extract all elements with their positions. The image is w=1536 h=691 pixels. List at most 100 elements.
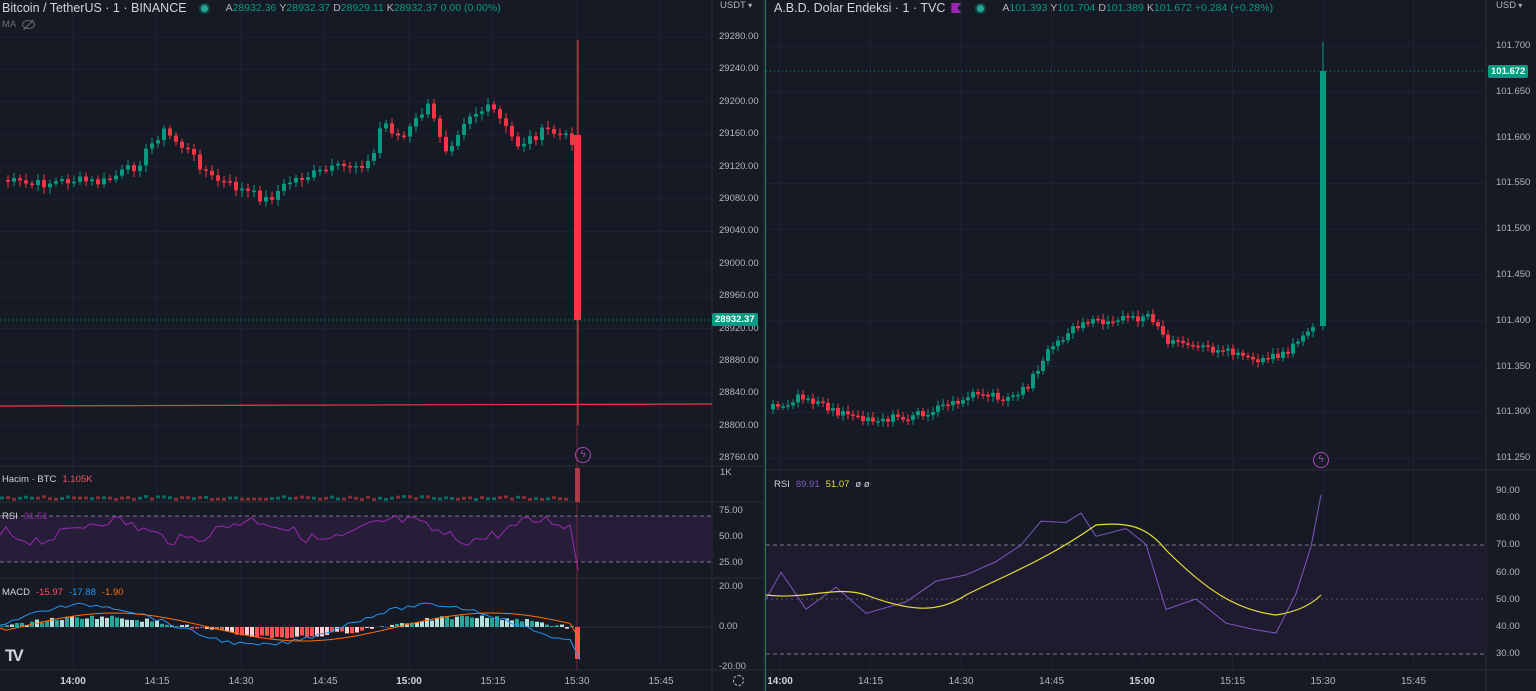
macd-histogram-bar <box>455 616 459 627</box>
candle-body <box>871 417 875 422</box>
eye-off-icon[interactable] <box>22 20 36 29</box>
candle-body <box>1116 320 1120 322</box>
flag-icon[interactable] <box>951 3 962 13</box>
candle-body <box>540 127 544 141</box>
volume-bar <box>456 497 460 501</box>
candle-body <box>288 182 292 185</box>
volume-bar <box>150 497 154 501</box>
candle-body <box>1176 340 1180 342</box>
macd-histogram-bar <box>65 616 69 627</box>
rsi-axis-tick: 75.00 <box>719 505 743 516</box>
macd-histogram-bar <box>325 627 329 635</box>
volume-bar <box>228 496 232 500</box>
candle-body <box>776 404 780 407</box>
price-axis-tick: 29120.00 <box>719 160 759 172</box>
candle-body <box>1161 326 1165 335</box>
candle-body <box>402 135 406 138</box>
rsi-axis-tick: 80.00 <box>1496 512 1520 524</box>
volume-bar <box>432 496 436 500</box>
ma-indicator-label[interactable]: MA <box>2 19 36 30</box>
candle-body <box>1091 318 1095 324</box>
macd-signal-line <box>0 612 581 642</box>
price-axis-tick: 101.700 <box>1496 40 1531 51</box>
candle-body <box>360 165 364 169</box>
volume-bar <box>498 496 502 500</box>
rsi-axis-tick: 60.00 <box>1496 566 1520 578</box>
candle-body <box>1141 316 1145 322</box>
candle-body <box>1211 346 1215 353</box>
volume-bar <box>258 497 262 501</box>
panel-divider[interactable] <box>763 0 766 691</box>
volume-bar <box>96 496 100 500</box>
btc-symbol-title[interactable]: Bitcoin / TetherUS · 1 · BINANCE <box>2 1 187 15</box>
volume-bar <box>318 497 322 501</box>
lightning-event-icon[interactable]: ϟ <box>1313 452 1329 468</box>
ohlc-value: 28932.36 <box>232 2 277 14</box>
dxy-rsi-label[interactable]: RSI 89.91 51.07 ø ø <box>774 479 870 490</box>
time-axis-tick: 15:00 <box>396 676 422 687</box>
volume-bar <box>132 497 136 501</box>
candle-body <box>574 135 581 320</box>
macd-histogram-bar <box>185 624 189 627</box>
candle-body <box>1001 399 1005 402</box>
volume-bar <box>180 496 184 500</box>
volume-bar <box>264 497 268 501</box>
price-axis-tick: 29040.00 <box>719 225 759 237</box>
dxy-chart-panel[interactable]: A.B.D. Dolar Endeksi · 1 · TVC A101.393 Y… <box>766 0 1536 691</box>
candle-body <box>78 176 82 182</box>
volume-bar <box>564 497 568 501</box>
dxy-symbol-title[interactable]: A.B.D. Dolar Endeksi · 1 · TVC <box>774 1 946 15</box>
price-axis-tick: 28840.00 <box>719 387 759 399</box>
macd-histogram-bar <box>130 620 134 627</box>
macd-label[interactable]: MACD -15.97 -17.88 -1.90 <box>2 587 124 598</box>
gear-icon[interactable] <box>733 675 744 686</box>
time-axis-tick: 15:30 <box>564 676 590 687</box>
candle-body <box>851 414 855 416</box>
candle-body <box>54 181 58 184</box>
volume-bar <box>426 495 430 499</box>
candle-body <box>901 416 905 420</box>
candle-body <box>108 178 112 181</box>
candle-body <box>931 412 935 415</box>
candle-body <box>1031 373 1035 389</box>
dxy-chart-canvas[interactable] <box>766 0 1536 691</box>
volume-bar <box>575 468 580 502</box>
btc-chart-canvas[interactable] <box>0 0 763 691</box>
candle-body <box>1266 357 1270 360</box>
macd-histogram-bar <box>480 615 484 627</box>
volume-bar <box>534 497 538 501</box>
dxy-currency-selector[interactable]: USD <box>1496 0 1522 11</box>
macd-histogram-bar <box>560 624 564 627</box>
btc-rsi-label[interactable]: RSI 31.51 <box>2 511 48 522</box>
volume-bar <box>204 495 208 499</box>
candle-body <box>1216 350 1220 353</box>
price-axis-tick: 29080.00 <box>719 193 759 204</box>
volume-bar <box>324 496 328 500</box>
price-axis-tick: 101.250 <box>1496 452 1531 464</box>
candle-body <box>1191 344 1195 347</box>
macd-histogram-bar <box>330 627 334 633</box>
macd-histogram-bar <box>400 623 404 627</box>
candle-body <box>120 169 124 176</box>
dxy-ohlc-values: A101.393 Y101.704 D101.389 K101.672 +0.284 (… <box>1002 2 1276 14</box>
macd-histogram-bar <box>575 627 580 659</box>
candle-body <box>270 196 274 200</box>
candle-body <box>1226 348 1230 351</box>
tradingview-logo[interactable]: TV <box>5 646 24 665</box>
volume-bar <box>24 495 28 499</box>
price-axis-tick: 101.500 <box>1496 223 1531 235</box>
dxy-last-price-tag: 101.672 <box>1488 65 1529 78</box>
macd-histogram-bar <box>140 621 144 627</box>
candle-body <box>486 104 490 112</box>
btc-chart-panel[interactable]: Bitcoin / TetherUS · 1 · BINANCE A28932.… <box>0 0 763 691</box>
candle-body <box>564 133 568 135</box>
candle-body <box>366 160 370 169</box>
candle-body <box>444 136 448 152</box>
btc-currency-selector[interactable]: USDT <box>720 0 752 11</box>
macd-histogram-bar <box>100 616 104 627</box>
volume-bar <box>438 497 442 501</box>
volume-indicator-label[interactable]: Hacim · BTC 1.105K <box>2 474 93 485</box>
lightning-event-icon[interactable]: ϟ <box>575 447 591 463</box>
macd-histogram-bar <box>85 618 89 627</box>
macd-histogram-bar <box>565 627 569 629</box>
